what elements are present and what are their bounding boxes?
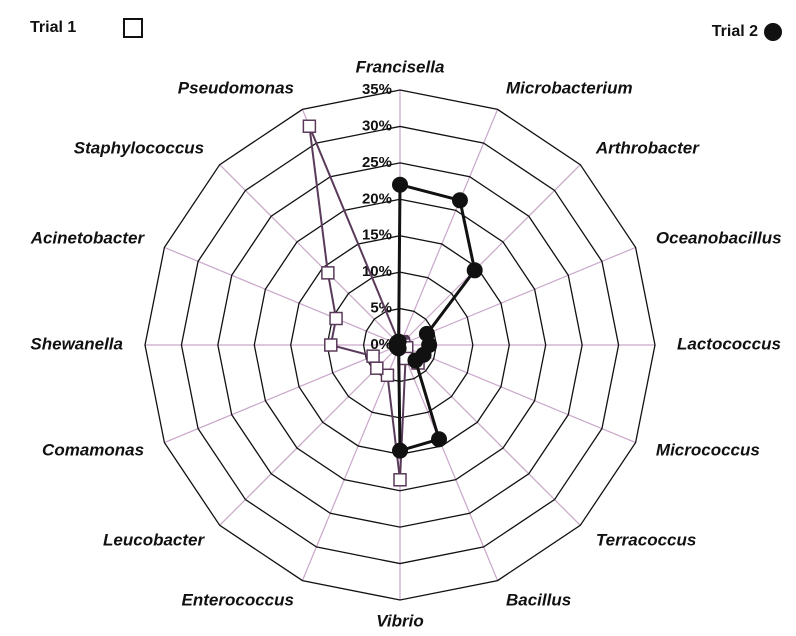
r-tick-label: 30% bbox=[362, 117, 392, 134]
r-tick-label: 35% bbox=[362, 81, 392, 98]
grid-ring bbox=[217, 162, 583, 528]
marker bbox=[466, 262, 483, 279]
spoke bbox=[219, 164, 401, 346]
r-tick-label: 15% bbox=[362, 227, 392, 244]
category-label: Lactococcus bbox=[677, 334, 781, 353]
spoke bbox=[399, 344, 581, 526]
marker bbox=[392, 176, 408, 193]
marker bbox=[324, 338, 338, 352]
category-label: Arthrobacter bbox=[595, 139, 700, 158]
r-tick-label: 20% bbox=[362, 190, 392, 207]
category-label: Pseudomonas bbox=[178, 79, 294, 98]
category-label: Bacillus bbox=[506, 590, 571, 609]
legend-swatch bbox=[123, 18, 143, 38]
category-label: Microbacterium bbox=[506, 79, 633, 98]
grid-ring bbox=[144, 89, 656, 601]
category-label: Vibrio bbox=[376, 611, 424, 630]
category-label: Enterococcus bbox=[182, 590, 294, 609]
category-label: Staphylococcus bbox=[74, 139, 204, 158]
spoke bbox=[399, 344, 499, 581]
spoke bbox=[399, 246, 636, 346]
category-label: Shewanella bbox=[30, 334, 123, 353]
spoke bbox=[164, 344, 401, 444]
marker bbox=[390, 333, 407, 350]
series-line bbox=[394, 182, 477, 453]
legend-label: Trial 2 bbox=[712, 23, 758, 40]
spoke bbox=[399, 109, 499, 346]
category-label: Oceanobacillus bbox=[656, 228, 782, 247]
marker bbox=[393, 473, 407, 487]
legend-swatch bbox=[764, 23, 782, 41]
spoke bbox=[219, 344, 401, 526]
r-tick-label: 0% bbox=[370, 336, 392, 353]
spoke bbox=[301, 344, 401, 581]
category-label: Francisella bbox=[356, 57, 445, 76]
marker bbox=[321, 266, 335, 280]
legend-label: Trial 1 bbox=[30, 19, 76, 36]
spoke bbox=[399, 164, 581, 346]
r-tick-label: 10% bbox=[362, 263, 392, 280]
marker bbox=[431, 431, 448, 448]
category-label: Leucobacter bbox=[103, 530, 205, 549]
grid-ring bbox=[180, 125, 620, 565]
category-label: Comamonas bbox=[42, 440, 144, 459]
spoke bbox=[399, 344, 636, 444]
grid-ring bbox=[253, 198, 547, 492]
category-label: Acinetobacter bbox=[30, 228, 146, 247]
marker bbox=[392, 442, 408, 459]
category-label: Micrococcus bbox=[656, 440, 760, 459]
marker bbox=[366, 349, 380, 363]
marker bbox=[302, 119, 317, 133]
marker bbox=[329, 311, 343, 326]
spoke bbox=[164, 246, 401, 346]
marker bbox=[407, 352, 424, 369]
marker bbox=[380, 368, 395, 383]
marker bbox=[451, 192, 468, 209]
marker bbox=[370, 361, 384, 375]
r-tick-label: 25% bbox=[362, 154, 392, 171]
category-label: Terracoccus bbox=[596, 530, 696, 549]
